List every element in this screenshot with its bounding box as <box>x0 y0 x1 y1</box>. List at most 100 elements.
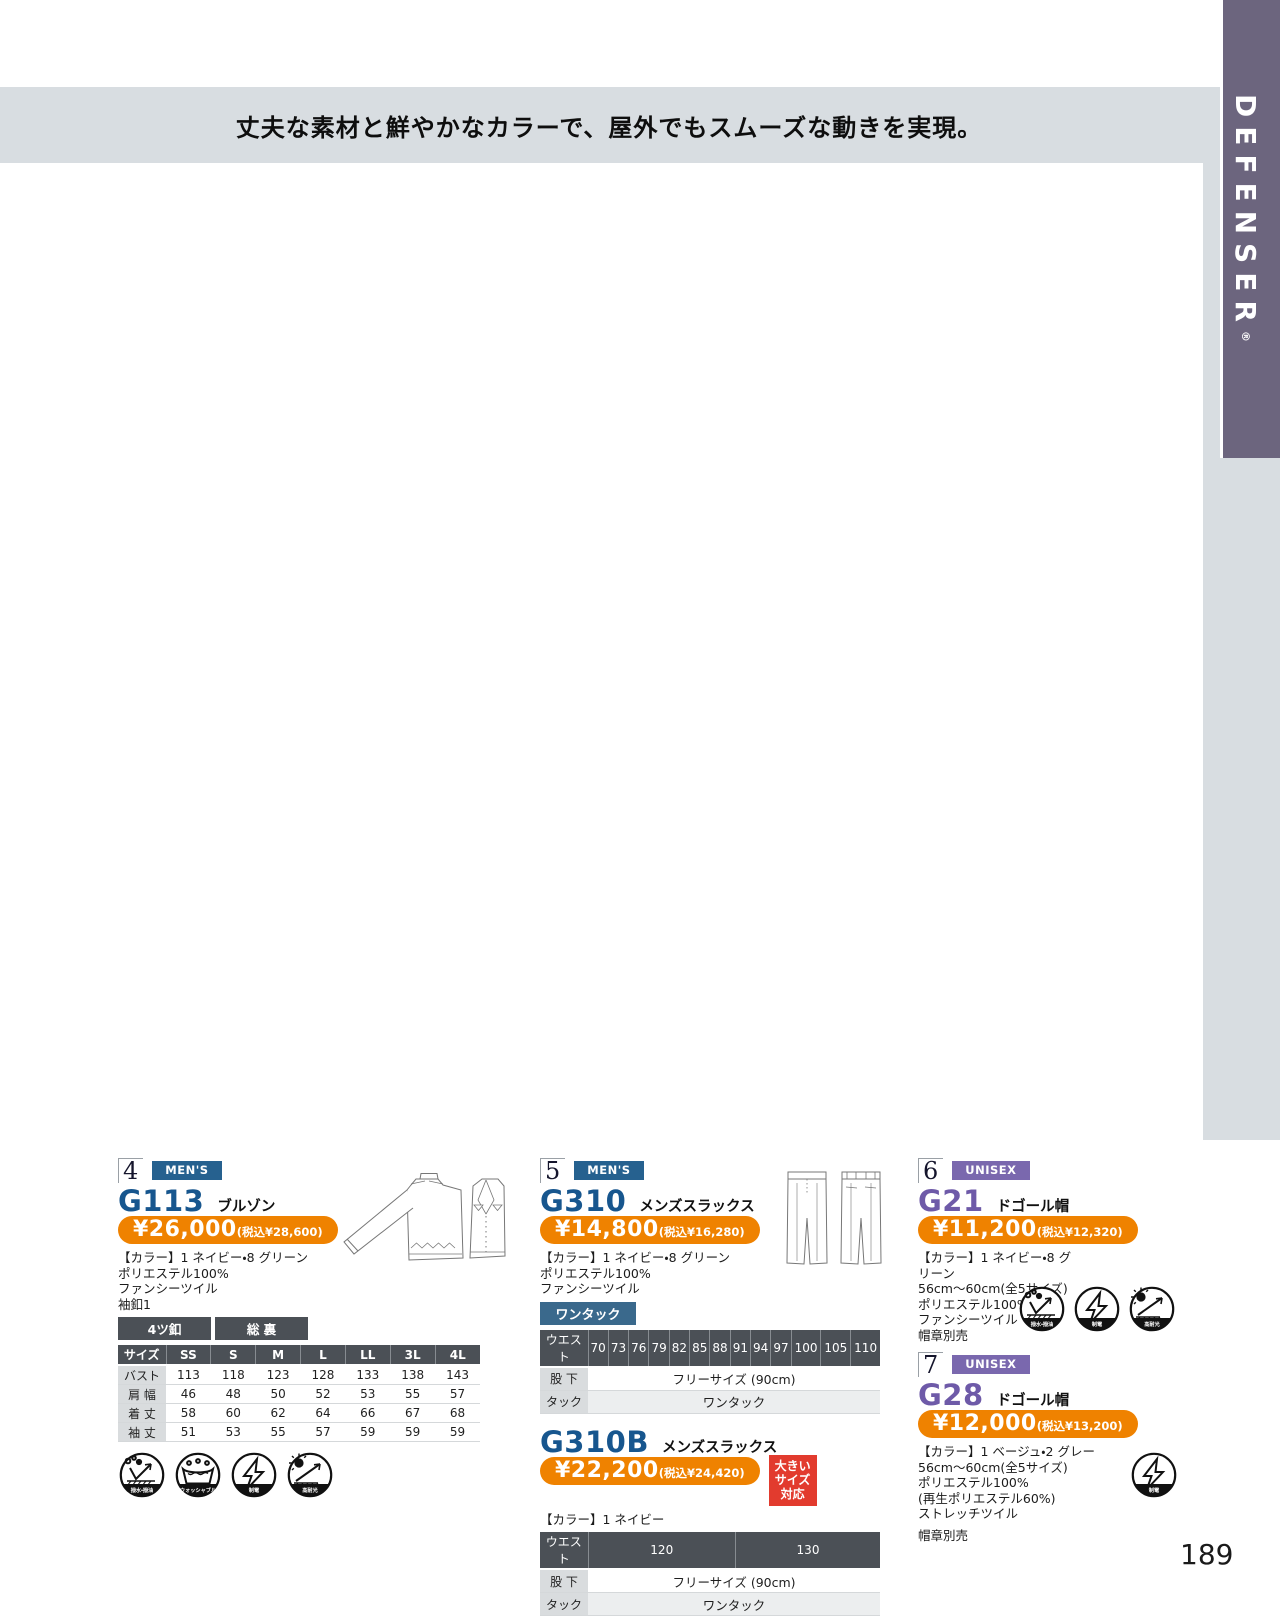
code-row: G310B メンズスラックス <box>540 1424 880 1459</box>
product-name: メンズスラックス <box>639 1199 755 1215</box>
audience-badge: UNISEX <box>952 1161 1030 1180</box>
product-g28: 7 UNISEX G28 ドゴール帽 ¥12,000 (税込¥13,200) 【… <box>918 1352 1200 1543</box>
price-badge: ¥12,000 (税込¥13,200) <box>918 1410 1138 1438</box>
svg-text:ウォッシャブル: ウォッシャブル <box>180 1486 217 1494</box>
price: ¥11,200 <box>933 1217 1037 1242</box>
item-number: 6 <box>918 1158 944 1183</box>
price: ¥12,000 <box>933 1411 1037 1436</box>
product-header: 7 UNISEX <box>918 1352 1200 1377</box>
g310b-size-table: ウエスト 120 130 股 下 フリーサイズ (90cm) タック ワンタック <box>540 1532 880 1617</box>
care-icons: 撥水・撥油 ウォッシャブル 制電 高耐光 <box>118 1451 480 1499</box>
product-code: G113 <box>118 1184 205 1218</box>
product-code: G310B <box>540 1424 649 1459</box>
page-tagline: 丈夫な素材と鮮やかなカラーで、屋外でもスムーズな動きを実現。 <box>235 113 983 142</box>
item-number: 7 <box>918 1352 944 1377</box>
product-details: 【カラー】1 ネイビー・8 グリーン ポリエステル100% ファンシーツイル <box>540 1250 730 1296</box>
table-row: タック ワンタック <box>540 1390 880 1414</box>
product-name: ドゴール帽 <box>996 1199 1070 1215</box>
feature-box: 4ツ釦 <box>118 1317 211 1340</box>
lightfast-icon: 高耐光 <box>287 1452 333 1498</box>
feature-boxes: 4ツ釦 総 裏 <box>118 1317 480 1340</box>
audience-badge: UNISEX <box>952 1355 1030 1374</box>
price-row: ¥14,800 (税込¥16,280) <box>540 1216 880 1244</box>
svg-text:撥水・撥油: 撥水・撥油 <box>131 1486 154 1494</box>
price-badge: ¥22,200 (税込¥24,420) <box>540 1456 760 1485</box>
product-g113: 4 MEN'S G113 ブルゾン ¥26,000 (税込¥28,600) 【カ… <box>118 1158 480 1499</box>
product-details: 【カラー】1 ネイビー・8 グリーン ポリエステル100% ファンシーツイル 袖… <box>118 1250 308 1312</box>
svg-text:制電: 制電 <box>249 1486 260 1494</box>
brand-logo: DEFENSER® <box>1229 94 1262 342</box>
audience-badge: MEN'S <box>574 1161 644 1180</box>
price: ¥26,000 <box>133 1217 237 1242</box>
svg-text:制電: 制電 <box>1149 1486 1160 1494</box>
product-code: G310 <box>540 1184 627 1218</box>
table-row: 肩 幅 46 48 50 52 53 55 57 <box>118 1384 480 1404</box>
price-row: ¥11,200 (税込¥12,320) <box>918 1216 1200 1244</box>
price-row: ¥26,000 (税込¥28,600) <box>118 1216 480 1244</box>
care-icons: 制電 <box>1130 1451 1178 1499</box>
page-number: 189 <box>1180 1538 1234 1571</box>
price-tax: (税込¥12,320) <box>1036 1225 1123 1239</box>
price-tax: (税込¥13,200) <box>1036 1419 1123 1433</box>
g113-size-table: サイズ SS S M L LL 3L 4L バスト 113 118 123 12… <box>118 1345 480 1442</box>
product-details: 【カラー】1 ネイビー <box>540 1511 665 1527</box>
audience-badge: MEN'S <box>152 1161 222 1180</box>
product-code: G28 <box>918 1378 984 1412</box>
brand-name: DEFENSER <box>1229 94 1262 331</box>
product-header: 4 MEN'S <box>118 1158 480 1183</box>
table-header-row: ウエスト 70 73 76 79 82 85 88 91 94 97 100 1… <box>540 1329 880 1368</box>
lightfast-icon: 高耐光 <box>1129 1286 1175 1332</box>
water-oil-repellent-icon: 撥水・撥油 <box>119 1452 165 1498</box>
product-header: 6 UNISEX <box>918 1158 1200 1183</box>
product-name: ドゴール帽 <box>996 1393 1070 1409</box>
antistatic-icon: 制電 <box>231 1452 277 1498</box>
table-row: 袖 丈 51 53 55 57 59 59 59 <box>118 1422 480 1442</box>
water-oil-repellent-icon: 撥水・撥油 <box>1019 1286 1065 1332</box>
price-tax: (税込¥28,600) <box>236 1225 323 1239</box>
price: ¥14,800 <box>555 1217 659 1242</box>
big-size-badge: 大きい サイズ 対応 <box>768 1454 817 1506</box>
price-row: ¥12,000 (税込¥13,200) <box>918 1410 1200 1438</box>
product-header: 5 MEN'S <box>540 1158 880 1183</box>
price-tax: (税込¥16,280) <box>658 1225 745 1239</box>
table-row: バスト 113 118 123 128 133 138 143 <box>118 1365 480 1385</box>
product-details: 【カラー】1 ベージュ・2 グレー 56cm～60cm(全5サイズ) ポリエステ… <box>918 1444 1095 1543</box>
product-code: G21 <box>918 1184 984 1218</box>
product-g310: 5 MEN'S G310 メンズスラックス ¥14,800 (税込¥16,280… <box>540 1158 880 1618</box>
table-row: タック ワンタック <box>540 1592 880 1617</box>
product-name: メンズスラックス <box>661 1439 778 1456</box>
item-number: 4 <box>118 1158 144 1183</box>
feature-box: 総 裏 <box>215 1317 308 1340</box>
price-tax: (税込¥24,420) <box>658 1465 745 1480</box>
table-row: 股 下 フリーサイズ (90cm) <box>540 1366 880 1391</box>
product-g21: 6 UNISEX G21 ドゴール帽 ¥11,200 (税込¥12,320) 【… <box>918 1158 1200 1343</box>
brand-sidebar <box>1220 0 1280 458</box>
svg-text:撥水・撥油: 撥水・撥油 <box>1031 1320 1054 1328</box>
table-row: 着 丈 58 60 62 64 66 67 68 <box>118 1403 480 1423</box>
table-header-row: サイズ SS S M L LL 3L 4L <box>118 1345 480 1366</box>
svg-text:制電: 制電 <box>1092 1320 1103 1328</box>
price: ¥22,200 <box>555 1457 659 1483</box>
g310-size-table: ウエスト 70 73 76 79 82 85 88 91 94 97 100 1… <box>540 1329 880 1414</box>
antistatic-icon: 制電 <box>1074 1286 1120 1332</box>
price-badge: ¥26,000 (税込¥28,600) <box>118 1216 338 1244</box>
feature-tag: ワンタック <box>540 1301 636 1325</box>
antistatic-icon: 制電 <box>1131 1452 1177 1498</box>
price-badge: ¥11,200 (税込¥12,320) <box>918 1216 1138 1244</box>
svg-text:高耐光: 高耐光 <box>1144 1320 1160 1328</box>
price-badge: ¥14,800 (税込¥16,280) <box>540 1216 760 1244</box>
jacket-illustration <box>343 1173 506 1261</box>
header-banner: 丈夫な素材と鮮やかなカラーで、屋外でもスムーズな動きを実現。 <box>0 87 1218 163</box>
price-row: ¥22,200 (税込¥24,420) 大きい サイズ 対応 <box>540 1454 880 1506</box>
registered-mark: ® <box>1239 330 1252 342</box>
code-row: G113 ブルゾン <box>118 1184 480 1218</box>
svg-text:高耐光: 高耐光 <box>302 1486 318 1494</box>
product-name: ブルゾン <box>217 1199 276 1215</box>
item-number: 5 <box>540 1158 566 1183</box>
code-row: G310 メンズスラックス <box>540 1184 880 1218</box>
code-row: G28 ドゴール帽 <box>918 1378 1200 1412</box>
code-row: G21 ドゴール帽 <box>918 1184 1200 1218</box>
trousers-illustration <box>786 1171 882 1265</box>
table-row: 股 下 フリーサイズ (90cm) <box>540 1569 880 1594</box>
